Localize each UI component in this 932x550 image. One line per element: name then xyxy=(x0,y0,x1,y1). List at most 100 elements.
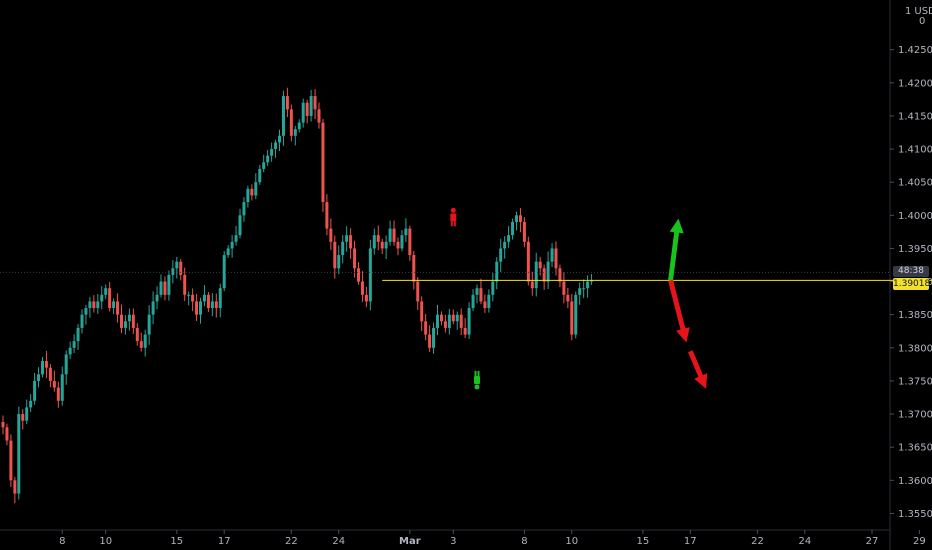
candle-body xyxy=(333,241,337,269)
candle-body xyxy=(349,235,353,249)
candle-body xyxy=(475,288,479,295)
candle-body xyxy=(574,294,578,335)
x-tick-label: 17 xyxy=(684,536,697,547)
candle-body xyxy=(368,248,372,302)
candle-body xyxy=(586,281,590,289)
candle-body xyxy=(163,281,167,295)
candle-body xyxy=(48,367,52,381)
candle-body xyxy=(242,202,246,216)
candle-body xyxy=(72,341,76,348)
candle-body xyxy=(135,327,139,342)
candle-body xyxy=(206,294,210,309)
x-tick-label: 8 xyxy=(521,536,527,547)
candle-body xyxy=(491,281,495,295)
candle-body xyxy=(5,427,9,441)
candle-body xyxy=(443,321,447,328)
candle-body xyxy=(360,281,364,295)
candle-body xyxy=(455,314,459,322)
candle-body xyxy=(41,361,44,375)
candle-body xyxy=(301,102,305,123)
candle-body xyxy=(384,241,388,249)
candle-body xyxy=(337,255,341,269)
candle-body xyxy=(380,241,384,249)
candle-body xyxy=(171,268,175,275)
candle-body xyxy=(108,288,112,309)
candle-body xyxy=(376,235,380,242)
candle-body xyxy=(550,248,554,262)
candle-body xyxy=(230,241,234,249)
candle-body xyxy=(21,414,25,421)
candle-body xyxy=(246,188,250,203)
candle-body xyxy=(345,235,349,242)
candle-layer xyxy=(1,87,594,504)
candle-body xyxy=(392,228,396,242)
candle-body xyxy=(222,255,226,289)
x-tick-label: 8 xyxy=(59,536,65,547)
candle-body xyxy=(424,321,428,335)
x-tick-label: 27 xyxy=(866,536,879,547)
candle-body xyxy=(112,301,116,309)
candle-body xyxy=(353,248,357,269)
candle-body xyxy=(439,314,443,322)
candle-body xyxy=(52,380,56,388)
candle-body xyxy=(372,235,376,249)
candle-body xyxy=(515,215,518,222)
candle-body xyxy=(522,221,526,242)
candle-body xyxy=(412,255,416,282)
candle-body xyxy=(459,314,463,328)
x-tick-label: 15 xyxy=(637,536,650,547)
arrow-up-shape xyxy=(668,218,684,281)
candle-body xyxy=(483,301,487,309)
y-tick-label: 1.40500 xyxy=(898,178,932,189)
candle-body xyxy=(214,301,218,309)
current-price-text: 1.39018 xyxy=(893,279,931,289)
candle-body xyxy=(258,168,262,183)
candle-body xyxy=(202,294,206,302)
y-tick-label: 1.37500 xyxy=(898,376,932,387)
y-tick-label: 1.39500 xyxy=(898,244,932,255)
candle-body xyxy=(187,294,191,296)
candle-body xyxy=(60,374,64,401)
countdown-text: 48:38 xyxy=(898,266,924,276)
candle-body xyxy=(388,228,392,242)
y-tick-label: 1.40000 xyxy=(898,211,932,222)
candle-body xyxy=(44,361,48,368)
candle-body xyxy=(1,422,5,428)
candle-body xyxy=(293,129,297,136)
candle-body xyxy=(538,261,542,269)
candle-body xyxy=(487,294,491,309)
candle-body xyxy=(88,301,92,309)
candle-body xyxy=(96,301,100,309)
candle-body xyxy=(404,228,408,236)
candle-body xyxy=(534,261,538,289)
candle-body xyxy=(159,281,163,295)
candle-body xyxy=(289,109,293,136)
candle-body xyxy=(400,235,404,249)
candle-body xyxy=(199,301,202,315)
candle-body xyxy=(420,301,424,322)
candle-body xyxy=(463,327,467,335)
y-tick-label: 1.42500 xyxy=(898,45,932,56)
settings-glyph: 1 xyxy=(905,6,912,17)
candle-body xyxy=(33,380,37,401)
currency-label[interactable]: 1 USD 0 xyxy=(905,6,932,27)
candle-body xyxy=(570,301,574,335)
candle-body xyxy=(297,122,301,130)
menu-glyph[interactable]: 0 xyxy=(919,16,926,27)
bottom-person-marker xyxy=(474,370,480,390)
candle-body xyxy=(321,122,325,203)
candle-body xyxy=(546,261,550,282)
candle-body xyxy=(396,241,400,249)
y-tick-label: 1.36000 xyxy=(898,476,932,487)
arrow-down-1 xyxy=(668,279,690,343)
candle-body xyxy=(530,281,534,289)
candle-body xyxy=(566,294,570,302)
candle-body xyxy=(13,480,17,494)
candle-body xyxy=(25,407,29,421)
x-tick-label: 17 xyxy=(218,536,231,547)
candle-body xyxy=(313,96,317,110)
candle-body xyxy=(37,374,41,381)
candle-body xyxy=(151,301,155,315)
